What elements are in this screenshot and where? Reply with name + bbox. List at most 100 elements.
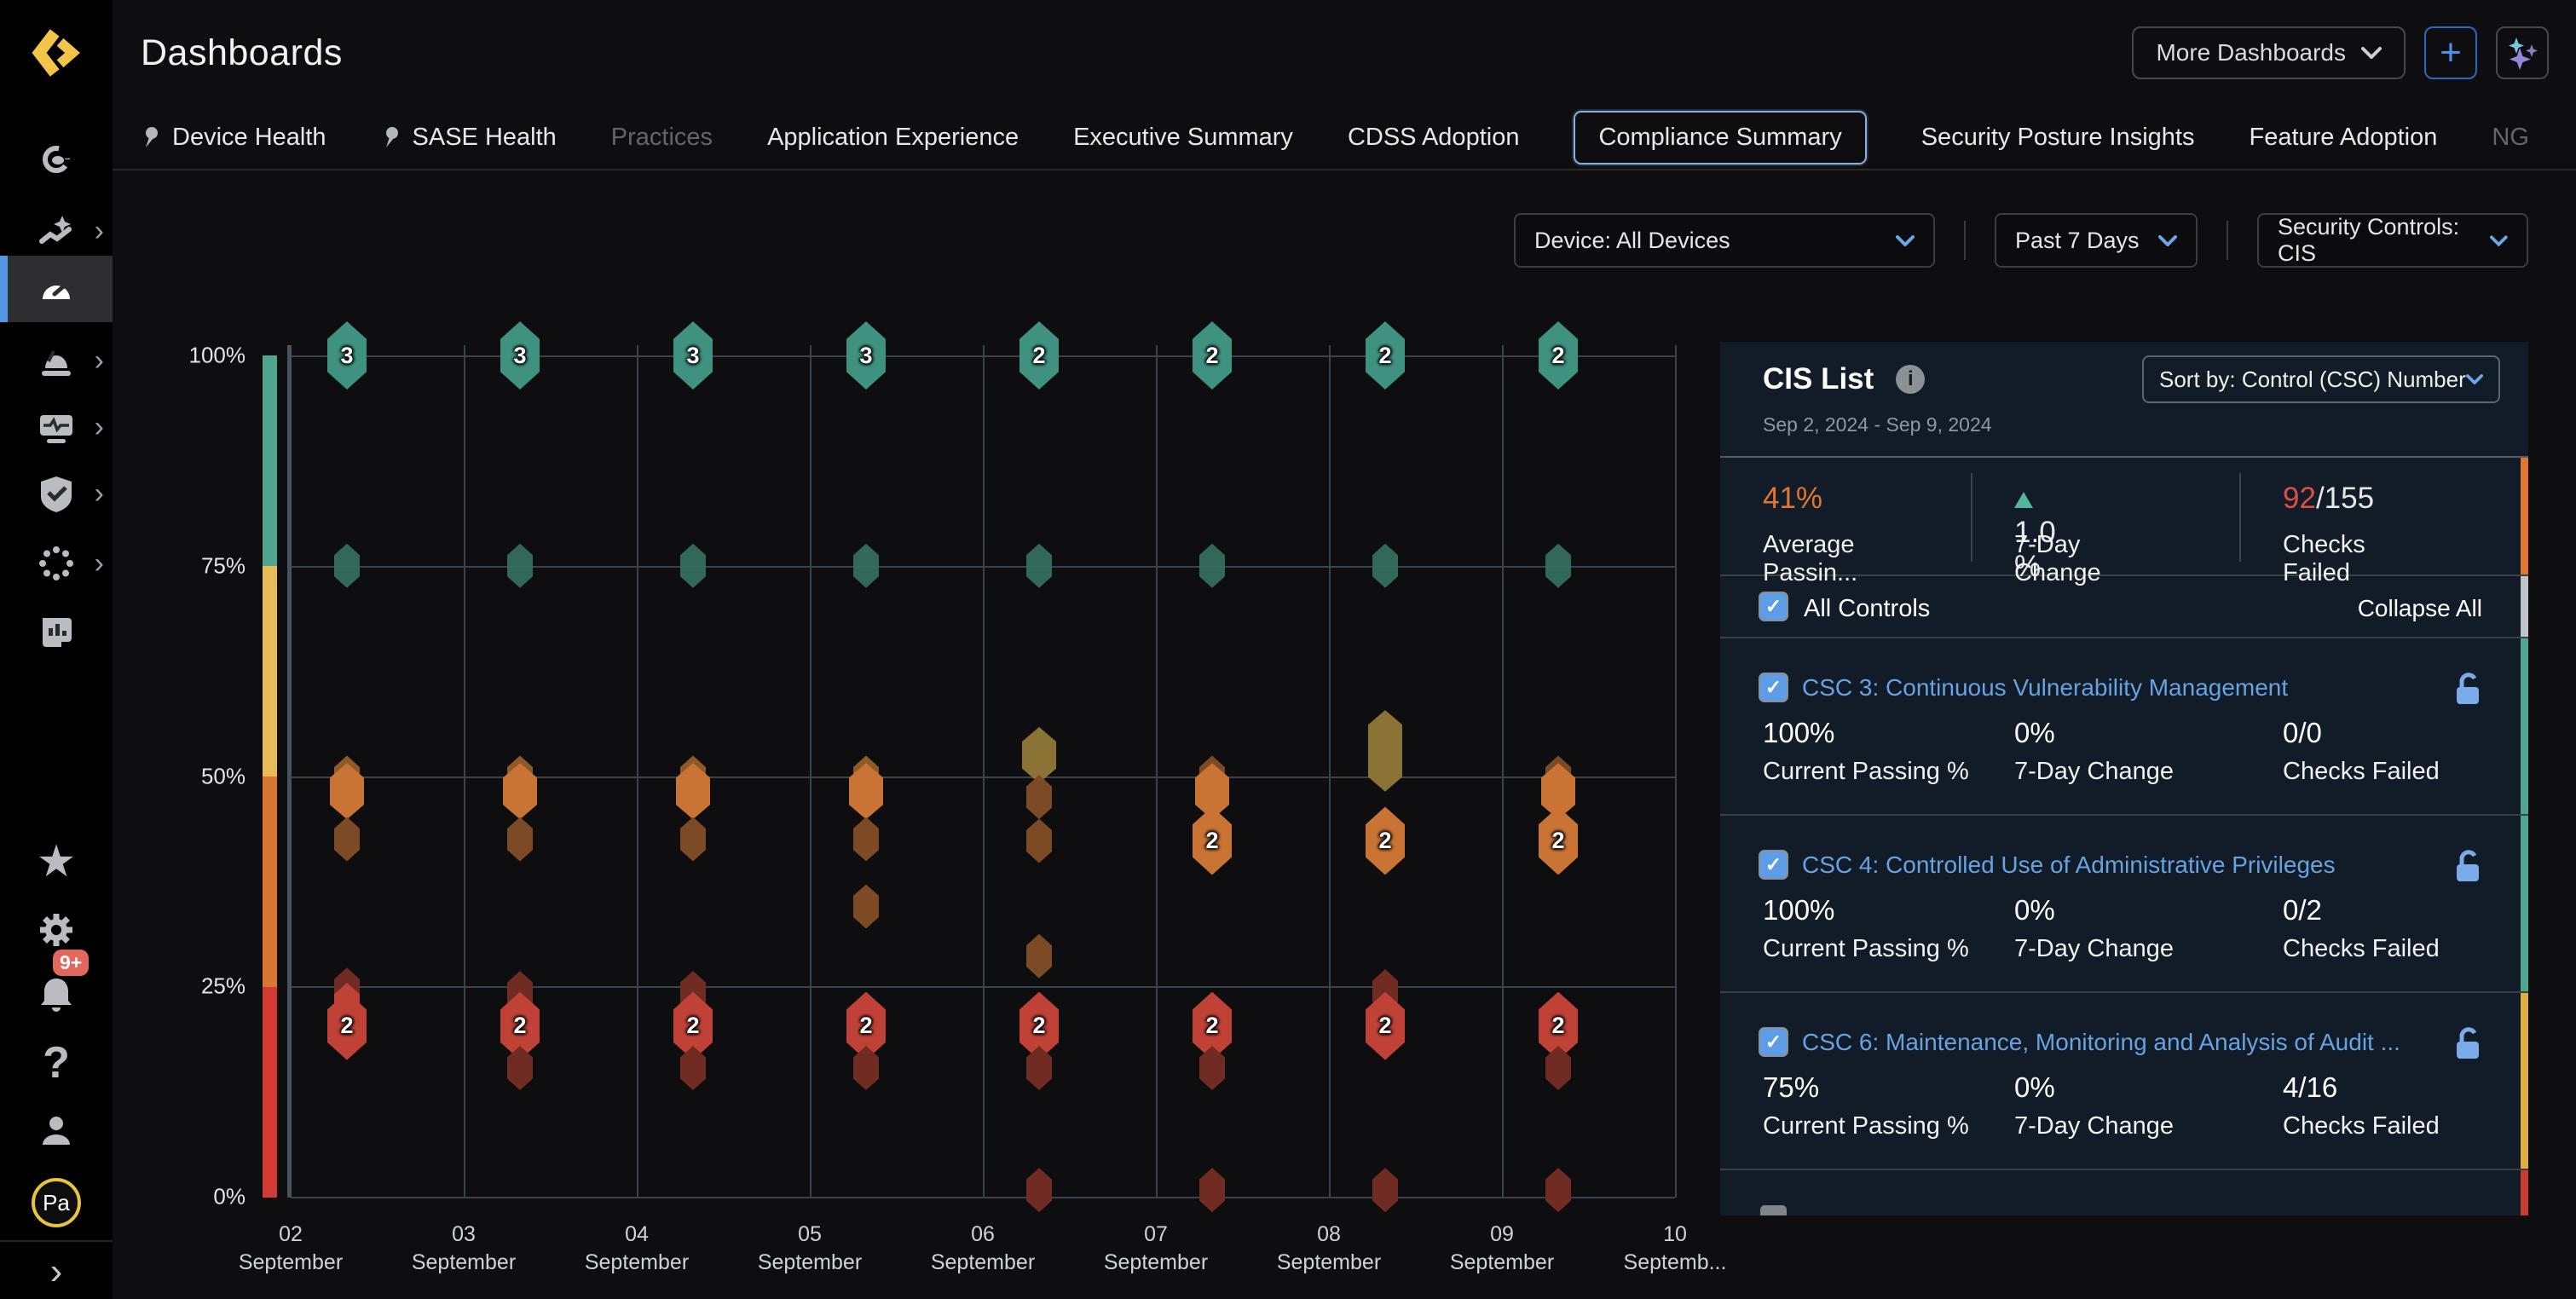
sidebar-item-favorites[interactable]: ★: [0, 828, 113, 895]
data-point-hexagon[interactable]: [507, 543, 533, 588]
data-point-hexagon[interactable]: [1022, 726, 1056, 783]
unlock-icon[interactable]: [2453, 1027, 2484, 1061]
sidebar-item-compliance[interactable]: ›: [0, 460, 113, 527]
scrollbar-thumb[interactable]: [2521, 576, 2528, 637]
data-point-hexagon[interactable]: 2: [327, 991, 367, 1060]
data-point-hexagon[interactable]: [1545, 1045, 1571, 1090]
data-point-hexagon[interactable]: [853, 884, 879, 929]
data-point-hexagon[interactable]: [1026, 1045, 1052, 1090]
tab-cdss-adoption[interactable]: CDSS Adoption: [1348, 124, 1520, 152]
unlock-icon[interactable]: [2453, 850, 2484, 884]
data-point-hexagon[interactable]: [334, 543, 360, 588]
data-point-hexagon[interactable]: [680, 543, 706, 588]
sidebar-item-reports[interactable]: [0, 598, 113, 665]
security-controls-dropdown[interactable]: Security Controls: CIS: [2257, 213, 2528, 268]
data-point-hexagon[interactable]: [507, 817, 533, 862]
unlock-icon[interactable]: [2453, 673, 2484, 707]
tab-application-experience[interactable]: Application Experience: [767, 124, 1019, 152]
data-point-hexagon[interactable]: 3: [846, 321, 886, 390]
tab-security-posture-insights[interactable]: Security Posture Insights: [1921, 124, 2195, 152]
more-dashboards-button[interactable]: More Dashboards: [2132, 26, 2406, 79]
tab-sase-health[interactable]: SASE Health: [381, 124, 557, 152]
data-point-hexagon[interactable]: [853, 543, 879, 588]
data-point-hexagon[interactable]: [1026, 818, 1052, 863]
tab-compliance-summary[interactable]: Compliance Summary: [1574, 110, 1867, 165]
data-point-hexagon[interactable]: [680, 817, 706, 862]
data-point-hexagon[interactable]: [853, 817, 879, 862]
device-filter-dropdown[interactable]: Device: All Devices: [1514, 213, 1935, 268]
csc-checkbox[interactable]: ✓: [1760, 1029, 1787, 1055]
sidebar-expand-button[interactable]: ›: [49, 1250, 63, 1292]
data-point-hexagon[interactable]: [1026, 1168, 1052, 1213]
csc-failed-label: Checks Failed: [2283, 935, 2440, 962]
reports-icon: [43, 618, 72, 647]
all-controls-checkbox[interactable]: ✓: [1760, 593, 1787, 620]
data-point-hexagon[interactable]: [680, 1045, 706, 1090]
panel-summary-row: 41% Average Passin... 1.0 % 7-Day Change…: [1720, 456, 2528, 586]
data-point-hexagon[interactable]: [1545, 1168, 1571, 1213]
data-point-hexagon[interactable]: [1372, 1168, 1398, 1213]
x-tick-label: 03 September: [411, 1222, 517, 1274]
gridline: [464, 345, 465, 1198]
all-controls-label: All Controls: [1804, 595, 1931, 622]
data-point-hexagon[interactable]: [1199, 543, 1225, 588]
data-point-hexagon[interactable]: 2: [1193, 321, 1232, 390]
csc-passing-label: Current Passing %: [1763, 935, 1969, 962]
sidebar-item-alerts[interactable]: ›: [0, 327, 113, 394]
sidebar-item-notifications[interactable]: 9+: [0, 950, 113, 1028]
tab-executive-summary[interactable]: Executive Summary: [1073, 124, 1293, 152]
sidebar-item-observability[interactable]: [0, 128, 113, 194]
data-point-hexagon[interactable]: 3: [673, 321, 713, 390]
sidebar-item-services[interactable]: ›: [0, 530, 113, 597]
sidebar-item-profile[interactable]: Pa: [0, 1169, 113, 1236]
data-point-hexagon[interactable]: 2: [1366, 321, 1405, 390]
csc-checkbox[interactable]: ✓: [1760, 674, 1787, 701]
data-point-hexagon[interactable]: [853, 1045, 879, 1090]
app-logo[interactable]: [0, 26, 113, 80]
csc-title-link[interactable]: CSC 3: Continuous Vulnerability Manageme…: [1802, 674, 2289, 701]
monitor-health-icon: [40, 415, 72, 443]
data-point-hexagon[interactable]: 3: [327, 321, 367, 390]
data-point-hexagon[interactable]: [1545, 543, 1571, 588]
data-point-hexagon[interactable]: 3: [500, 321, 540, 390]
csc-checkbox[interactable]: ✓: [1760, 852, 1787, 878]
collapse-all-button[interactable]: Collapse All: [2357, 595, 2482, 621]
chevron-right-icon: ›: [94, 477, 104, 510]
sidebar-item-monitor[interactable]: ›: [0, 394, 113, 460]
header-actions: More Dashboards +: [2132, 26, 2549, 79]
x-tick-label: 08 September: [1276, 1222, 1382, 1274]
sidebar-item-account[interactable]: [0, 1098, 113, 1164]
data-point-hexagon[interactable]: [1199, 1045, 1225, 1090]
data-point-hexagon[interactable]: [1372, 543, 1398, 588]
data-point-hexagon[interactable]: 2: [1193, 806, 1232, 875]
data-point-hexagon[interactable]: 2: [1366, 991, 1405, 1060]
data-point-hexagon[interactable]: [1026, 775, 1052, 820]
csc-title-link[interactable]: CSC 4: Controlled Use of Administrative …: [1802, 852, 2336, 878]
data-point-hexagon[interactable]: [1199, 1168, 1225, 1213]
tab-device-health[interactable]: Device Health: [141, 124, 326, 152]
sort-dropdown[interactable]: Sort by: Control (CSC) Number: [2142, 355, 2500, 403]
tab-ngfw-truncated[interactable]: NG: [2492, 124, 2529, 152]
sidebar-item-dashboards[interactable]: [0, 256, 113, 322]
data-point-hexagon[interactable]: 2: [1019, 321, 1059, 390]
data-point-hexagon[interactable]: [334, 817, 360, 862]
sidebar-item-insights[interactable]: ›: [0, 198, 113, 264]
data-point-hexagon[interactable]: 2: [1539, 321, 1578, 390]
sidebar-item-help[interactable]: ?: [0, 1030, 113, 1096]
tab-feature-adoption[interactable]: Feature Adoption: [2249, 124, 2437, 152]
data-point-hexagon[interactable]: 2: [1366, 806, 1405, 875]
info-icon[interactable]: i: [1896, 365, 1926, 394]
csc-title-link[interactable]: CSC 6: Maintenance, Monitoring and Analy…: [1802, 1029, 2400, 1055]
chevron-down-icon: [2158, 234, 2177, 246]
csc-row: ✓ CSC 4: Controlled Use of Administrativ…: [1720, 816, 2528, 993]
tab-practices[interactable]: Practices: [611, 124, 713, 152]
time-range-dropdown[interactable]: Past 7 Days: [1995, 213, 2198, 268]
data-point-hexagon[interactable]: [507, 1045, 533, 1090]
data-point-hexagon[interactable]: [1026, 543, 1052, 588]
data-point-hexagon[interactable]: 2: [1539, 806, 1578, 875]
checkbox-partial: [1760, 1205, 1787, 1215]
data-point-hexagon[interactable]: [1026, 933, 1052, 979]
sidebar-item-settings[interactable]: [0, 897, 113, 963]
ai-assistant-button[interactable]: [2496, 26, 2549, 79]
add-dashboard-button[interactable]: +: [2424, 26, 2477, 79]
